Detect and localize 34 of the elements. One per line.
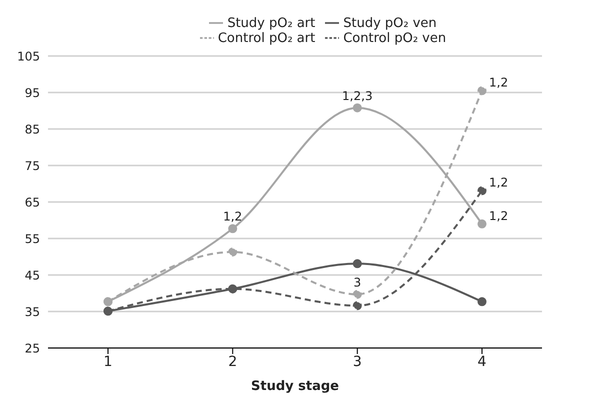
point bbox=[228, 224, 238, 234]
y-tick-label: 85 bbox=[24, 122, 40, 136]
y-tick-label: 35 bbox=[24, 304, 40, 319]
point bbox=[228, 248, 238, 257]
point bbox=[478, 186, 486, 196]
legend-label: Control pO₂ ven bbox=[343, 31, 446, 46]
annotation: 1,2 bbox=[489, 208, 508, 223]
x-tick-label: 4 bbox=[478, 354, 487, 370]
annotation: 1,2 bbox=[489, 76, 508, 90]
annotation: 1,2 bbox=[489, 176, 508, 190]
annotation: 1,2,3 bbox=[342, 88, 373, 103]
y-tick-label: 65 bbox=[24, 195, 40, 210]
point bbox=[478, 219, 486, 228]
y-tick-label: 45 bbox=[24, 268, 40, 282]
point bbox=[352, 103, 362, 112]
y-tick-label: 95 bbox=[24, 86, 40, 100]
annotation: 1,2 bbox=[223, 210, 242, 224]
legend-label: Study pO₂ ven bbox=[343, 16, 437, 31]
y-tick-label: 55 bbox=[24, 232, 40, 246]
point bbox=[352, 259, 362, 268]
x-tick-label: 2 bbox=[228, 354, 238, 370]
x-axis-title: Study stage bbox=[251, 379, 340, 394]
legend-label: Study pO₂ art bbox=[227, 16, 316, 31]
point bbox=[352, 290, 362, 299]
point bbox=[352, 301, 362, 310]
x-tick-label: 1 bbox=[104, 354, 112, 370]
legend-label: Control pO₂ art bbox=[218, 31, 316, 46]
x-tick-label: 3 bbox=[352, 354, 362, 370]
point bbox=[478, 297, 486, 306]
y-tick-label: 105 bbox=[17, 49, 40, 64]
annotation: 3 bbox=[354, 275, 362, 290]
y-tick-label: 25 bbox=[24, 341, 40, 356]
point bbox=[478, 86, 486, 96]
y-tick-label: 75 bbox=[24, 158, 40, 173]
